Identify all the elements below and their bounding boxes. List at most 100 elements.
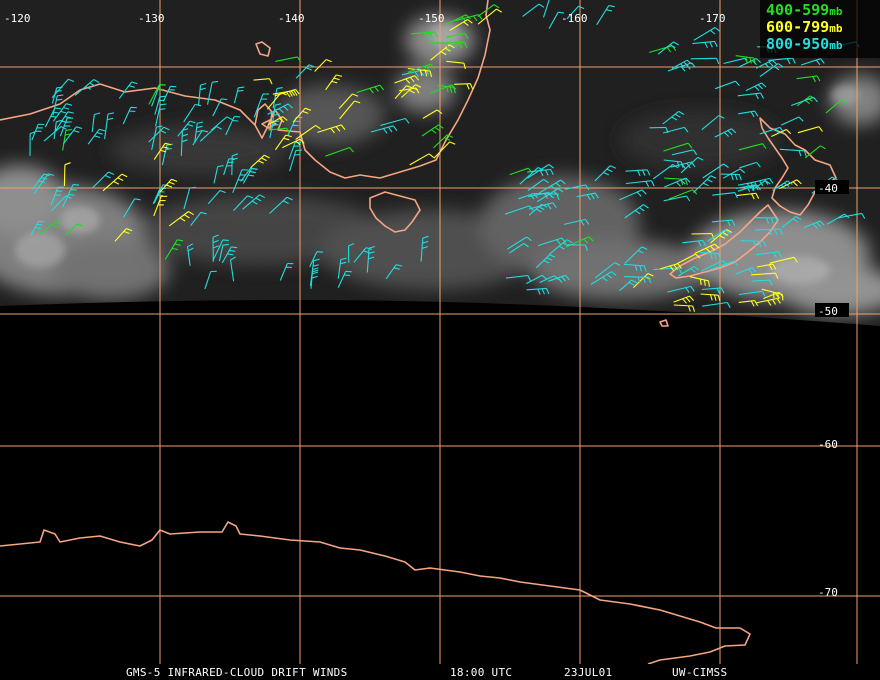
wind-barb <box>242 194 266 210</box>
wind-barb <box>659 263 682 272</box>
wind-barb <box>779 179 802 190</box>
wind-barb <box>449 19 473 31</box>
wind-barb <box>624 276 652 284</box>
wind-barb <box>269 196 293 214</box>
lord-howe-island <box>255 41 271 57</box>
wind-barb <box>690 57 720 65</box>
wind-barb <box>682 239 707 247</box>
wind-barb <box>295 124 321 140</box>
wind-barb <box>267 103 293 115</box>
wind-barb <box>772 180 793 191</box>
wind-barb <box>701 287 725 294</box>
lon-label-170: -170 <box>699 12 726 25</box>
pressure-legend: 400-599mb 600-799mb 800-950mb <box>760 0 880 58</box>
wind-barb <box>183 186 196 210</box>
legend-800-950: 800-950mb <box>766 35 843 53</box>
wind-barb <box>740 240 767 248</box>
wind-barb <box>711 219 736 227</box>
latitude-labels: -40 -50 -60 -70 <box>815 180 849 599</box>
footer-product: GMS-5 INFRARED-CLOUD DRIFT WINDS <box>126 666 348 679</box>
legend-600-799: 600-799mb <box>766 18 843 36</box>
wind-barb <box>225 115 241 136</box>
wind-barb <box>667 62 696 72</box>
wind-barb <box>538 179 566 194</box>
wind-barb <box>338 93 359 109</box>
wind-barb <box>825 99 847 114</box>
wind-barb <box>768 57 796 65</box>
wind-barb <box>693 27 721 41</box>
wind-barb <box>567 244 588 251</box>
wind-barb <box>756 263 777 271</box>
lat-lon-grid <box>0 0 880 664</box>
wind-barb <box>759 63 784 78</box>
wind-barb <box>289 149 302 172</box>
wind-barb <box>800 58 825 66</box>
wind-barb <box>180 128 189 156</box>
wind-barb <box>754 217 779 224</box>
lat-label-50: -50 <box>818 305 838 318</box>
wind-barb <box>279 262 294 281</box>
wind-barb <box>700 260 728 272</box>
wind-barb <box>154 95 166 115</box>
wind-barb <box>62 184 80 208</box>
wind-barb <box>518 192 539 200</box>
wind-barb <box>148 83 166 105</box>
wind-barb <box>735 267 757 275</box>
footer-time: 18:00 UTC <box>450 666 512 679</box>
wind-barb <box>746 177 774 187</box>
wind-barb <box>51 86 63 104</box>
wind-barb <box>407 63 436 73</box>
footer-date: 23JUL01 <box>564 666 612 679</box>
wind-barb <box>796 75 821 83</box>
wind-barb <box>756 251 782 258</box>
wind-barb <box>337 270 352 288</box>
wind-barb <box>548 11 565 29</box>
wind-barb <box>527 178 549 191</box>
wind-barb <box>212 98 228 117</box>
lon-label-140: -140 <box>278 12 305 25</box>
wind-barb <box>272 87 283 109</box>
wind-barb <box>625 180 655 187</box>
wind-barb <box>421 124 444 137</box>
wind-barb <box>751 272 779 279</box>
wind-barb <box>190 211 207 227</box>
wind-barb <box>446 32 469 39</box>
wind-barb <box>310 267 319 289</box>
lon-label-160: -160 <box>561 12 588 25</box>
wind-barb <box>565 236 594 248</box>
wind-barb <box>430 44 455 61</box>
wind-barb <box>522 3 545 17</box>
wind-barb <box>59 117 74 137</box>
chatham-island <box>659 319 669 327</box>
wind-barb <box>282 138 305 149</box>
wind-barb <box>657 41 679 55</box>
wind-barb <box>735 192 760 200</box>
wind-barb <box>295 64 315 79</box>
wind-barb <box>528 203 548 216</box>
wind-barb <box>671 149 698 156</box>
wind-barb <box>678 265 700 277</box>
spencer-gulf <box>254 103 273 131</box>
wind-barb <box>118 81 138 99</box>
lat-label-40: -40 <box>818 182 838 195</box>
wind-barb <box>164 239 184 260</box>
wind-barb <box>664 177 691 188</box>
wind-barb <box>671 59 692 69</box>
wind-barb <box>689 276 710 287</box>
wind-barb <box>102 173 128 192</box>
wind-barb <box>715 80 740 90</box>
wind-barb <box>670 161 696 170</box>
wind-barb <box>590 271 617 285</box>
wind-barb <box>712 192 738 199</box>
wind-barb <box>207 189 226 205</box>
wind-barb <box>218 243 229 262</box>
wind-barb <box>673 295 695 304</box>
wind-barb <box>148 126 170 143</box>
wind-barb <box>477 4 500 18</box>
wind-barb <box>539 275 560 283</box>
wind-barb <box>325 146 354 157</box>
wind-barb <box>267 116 288 126</box>
wind-barb <box>268 127 290 134</box>
wind-barb <box>804 145 826 159</box>
